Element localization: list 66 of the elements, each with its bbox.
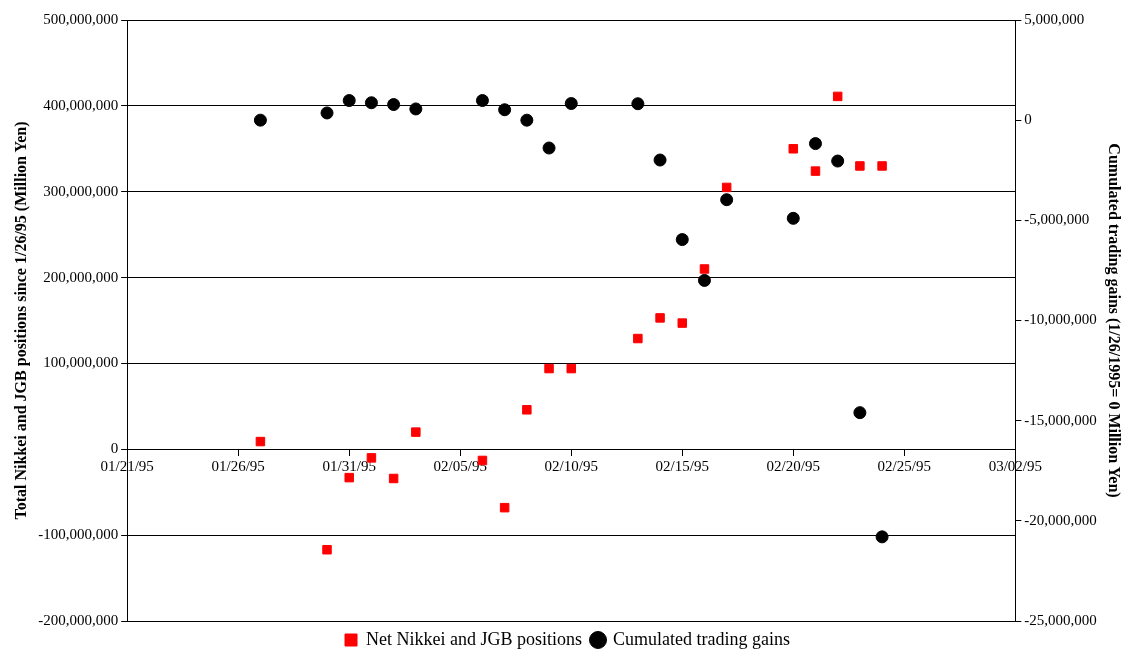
point (566, 363, 576, 374)
point (697, 273, 711, 287)
y2-tick-label: -10,000,000 (1024, 311, 1097, 328)
point (344, 472, 354, 483)
y-tick-label: 500,000,000 (43, 10, 119, 27)
point (520, 113, 534, 127)
x-tick-label: 02/05/95 (433, 458, 487, 475)
y-tick-label: 100,000,000 (43, 354, 119, 371)
point (255, 436, 266, 447)
x-tick-label: 02/25/95 (877, 458, 931, 475)
y-tick-label: 300,000,000 (43, 182, 119, 199)
point (544, 363, 554, 374)
point (675, 233, 689, 247)
point (633, 333, 643, 344)
point (855, 161, 865, 171)
x-tick-label: 01/26/95 (211, 458, 265, 475)
x-tick-label: 02/15/95 (655, 458, 709, 475)
point (653, 153, 667, 167)
x-tick-label: 02/20/95 (766, 458, 820, 475)
point (322, 545, 332, 555)
point (522, 405, 532, 415)
point (631, 97, 645, 111)
point (342, 94, 356, 108)
point (786, 211, 800, 225)
y-tick-label: 200,000,000 (43, 268, 119, 285)
point (655, 313, 665, 323)
y2-tick-label: -5,000,000 (1024, 211, 1090, 228)
point (499, 502, 510, 513)
y2-axis-title: Cumulated trading gains (1/26/1995= 0 Million Yen) (1105, 143, 1124, 498)
y-tick-label: 400,000,000 (43, 96, 119, 113)
y2-tick-label: -15,000,000 (1024, 411, 1097, 428)
point (875, 530, 889, 544)
point (810, 166, 821, 176)
point (853, 406, 867, 420)
point (808, 137, 822, 151)
point (387, 98, 401, 112)
y2-tick-label: 5,000,000 (1024, 10, 1085, 27)
point (388, 473, 399, 484)
point (677, 318, 688, 328)
y-tick-label: 0 (110, 440, 119, 457)
point (699, 264, 710, 274)
y2-tick-label: -25,000,000 (1024, 611, 1097, 628)
y2-tick-label: 0 (1024, 111, 1032, 128)
x-tick-label: 02/10/95 (544, 458, 598, 475)
point (409, 102, 423, 116)
y-axis-title: Total Nikkei and JGB positions since 1/26/95 (Million Yen) (11, 121, 30, 520)
point (364, 96, 378, 110)
point (498, 103, 512, 117)
point (877, 161, 887, 171)
point (788, 144, 799, 154)
point (542, 141, 556, 155)
point (721, 182, 732, 193)
y-tick-label: -100,000,000 (38, 526, 119, 543)
point (475, 94, 489, 108)
point (720, 193, 734, 207)
point (832, 91, 843, 102)
point (564, 97, 578, 111)
y-tick-label: -200,000,000 (38, 611, 119, 628)
x-tick-label: 01/31/95 (322, 458, 376, 475)
point (320, 106, 334, 120)
legend-label: Net Nikkei and JGB positions (366, 628, 583, 649)
point (831, 154, 845, 168)
y2-tick-label: -20,000,000 (1024, 511, 1097, 528)
point (253, 113, 267, 127)
point (411, 427, 421, 437)
legend-label: Cumulated trading gains (613, 628, 790, 649)
